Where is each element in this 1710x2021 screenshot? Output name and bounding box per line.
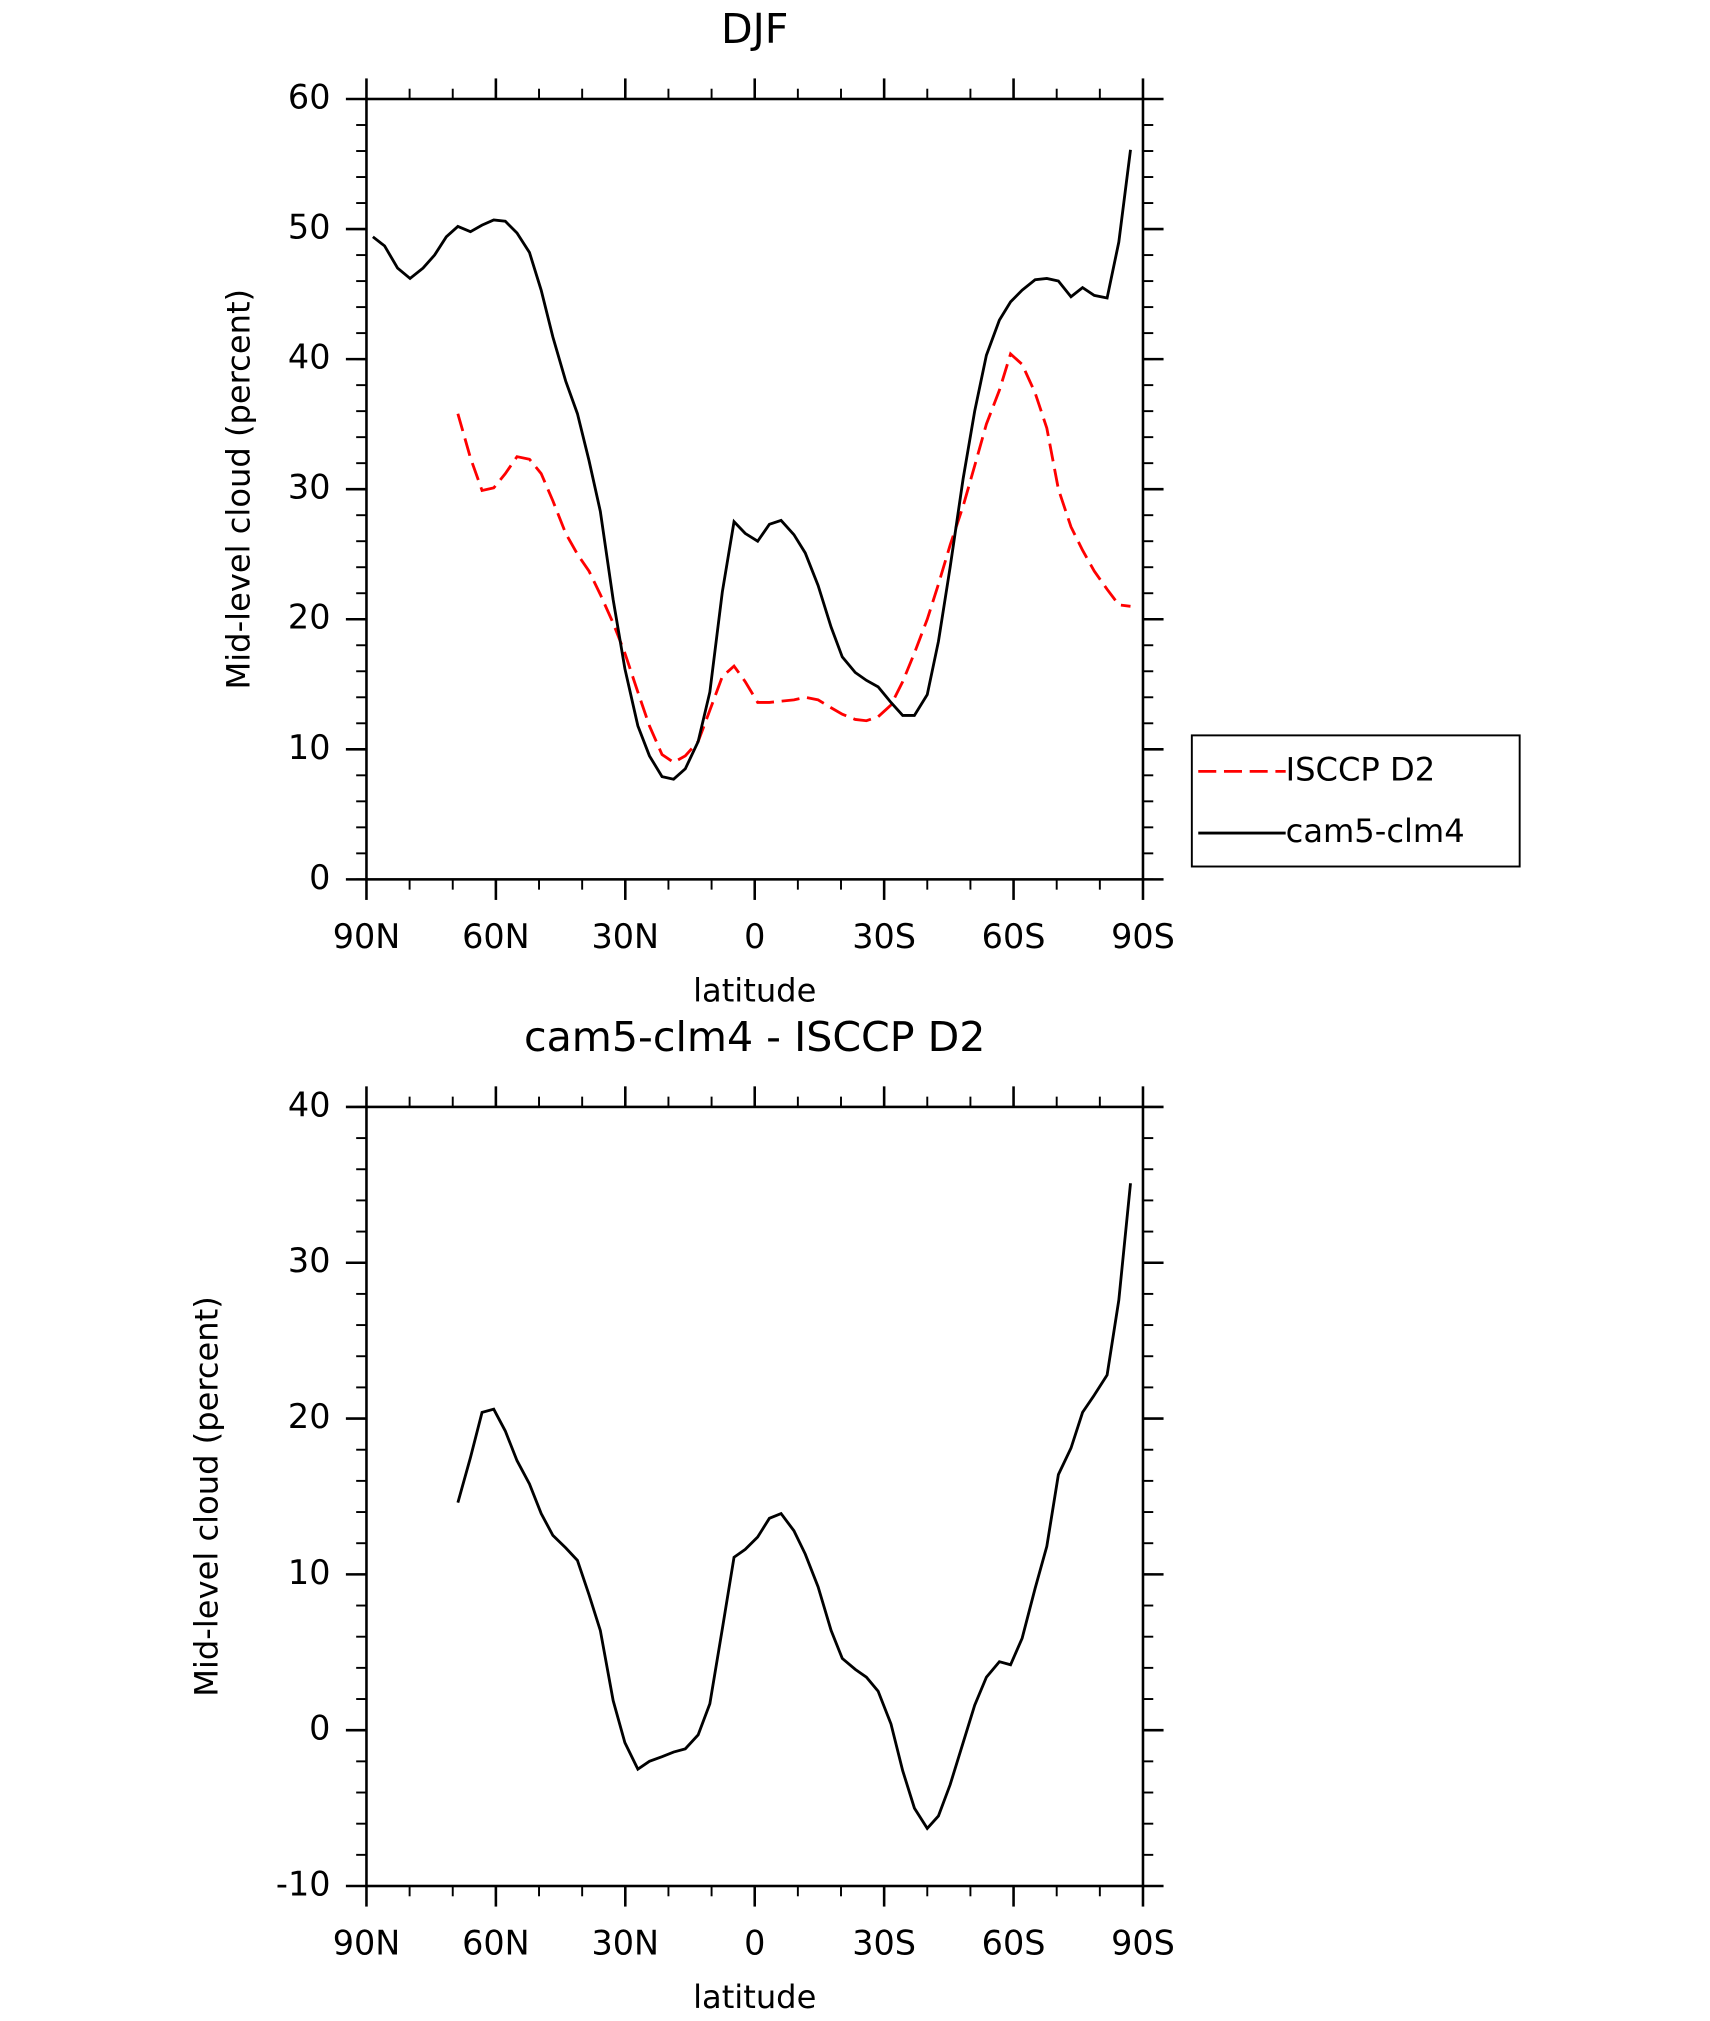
y-tick-label: 30 <box>288 468 331 507</box>
y-tick-label: 20 <box>288 598 331 637</box>
y-tick-label: 60 <box>288 77 331 116</box>
x-tick-label: 90N <box>333 917 401 956</box>
legend-label: ISCCP D2 <box>1286 750 1436 788</box>
x-tick-label: 0 <box>744 1924 765 1963</box>
y-tick-label: 0 <box>309 858 330 897</box>
y-tick-label: -10 <box>276 1865 331 1904</box>
y-tick-label: 30 <box>288 1241 331 1280</box>
x-tick-label: 30S <box>852 1924 916 1963</box>
x-tick-label: 30N <box>592 917 660 956</box>
x-tick-label: 90S <box>1111 917 1175 956</box>
x-tick-label: 60N <box>462 917 530 956</box>
x-tick-label: 60S <box>982 1924 1046 1963</box>
legend-box <box>1190 734 1521 868</box>
y-tick-label: 10 <box>288 728 331 767</box>
plot-frame <box>365 1105 1145 1888</box>
x-tick-label: 60N <box>462 1924 530 1963</box>
y-tick-label: 20 <box>288 1397 331 1436</box>
x-axis-label: latitude <box>693 972 816 1010</box>
x-tick-label: 60S <box>982 917 1046 956</box>
y-tick-label: 50 <box>288 208 331 247</box>
x-axis-label: latitude <box>693 1978 816 2016</box>
x-tick-label: 90S <box>1111 1924 1175 1963</box>
x-tick-label: 30S <box>852 917 916 956</box>
line <box>372 149 1132 781</box>
line <box>456 351 1131 765</box>
y-axis-label: Mid-level cloud (percent) <box>219 289 257 690</box>
chart-title: DJF <box>721 5 788 53</box>
y-tick-label: 40 <box>288 338 331 377</box>
y-tick-label: 0 <box>309 1709 330 1748</box>
y-tick-label: 10 <box>288 1553 331 1592</box>
y-axis-label: Mid-level cloud (percent) <box>187 1296 225 1697</box>
x-tick-label: 0 <box>744 917 765 956</box>
y-tick-label: 40 <box>288 1085 331 1124</box>
chart-title: cam5-clm4 - ISCCP D2 <box>524 1013 986 1061</box>
x-tick-label: 30N <box>592 1924 660 1963</box>
line <box>456 1183 1132 1831</box>
legend-label: cam5-clm4 <box>1286 812 1465 850</box>
x-tick-label: 90N <box>333 1924 401 1963</box>
